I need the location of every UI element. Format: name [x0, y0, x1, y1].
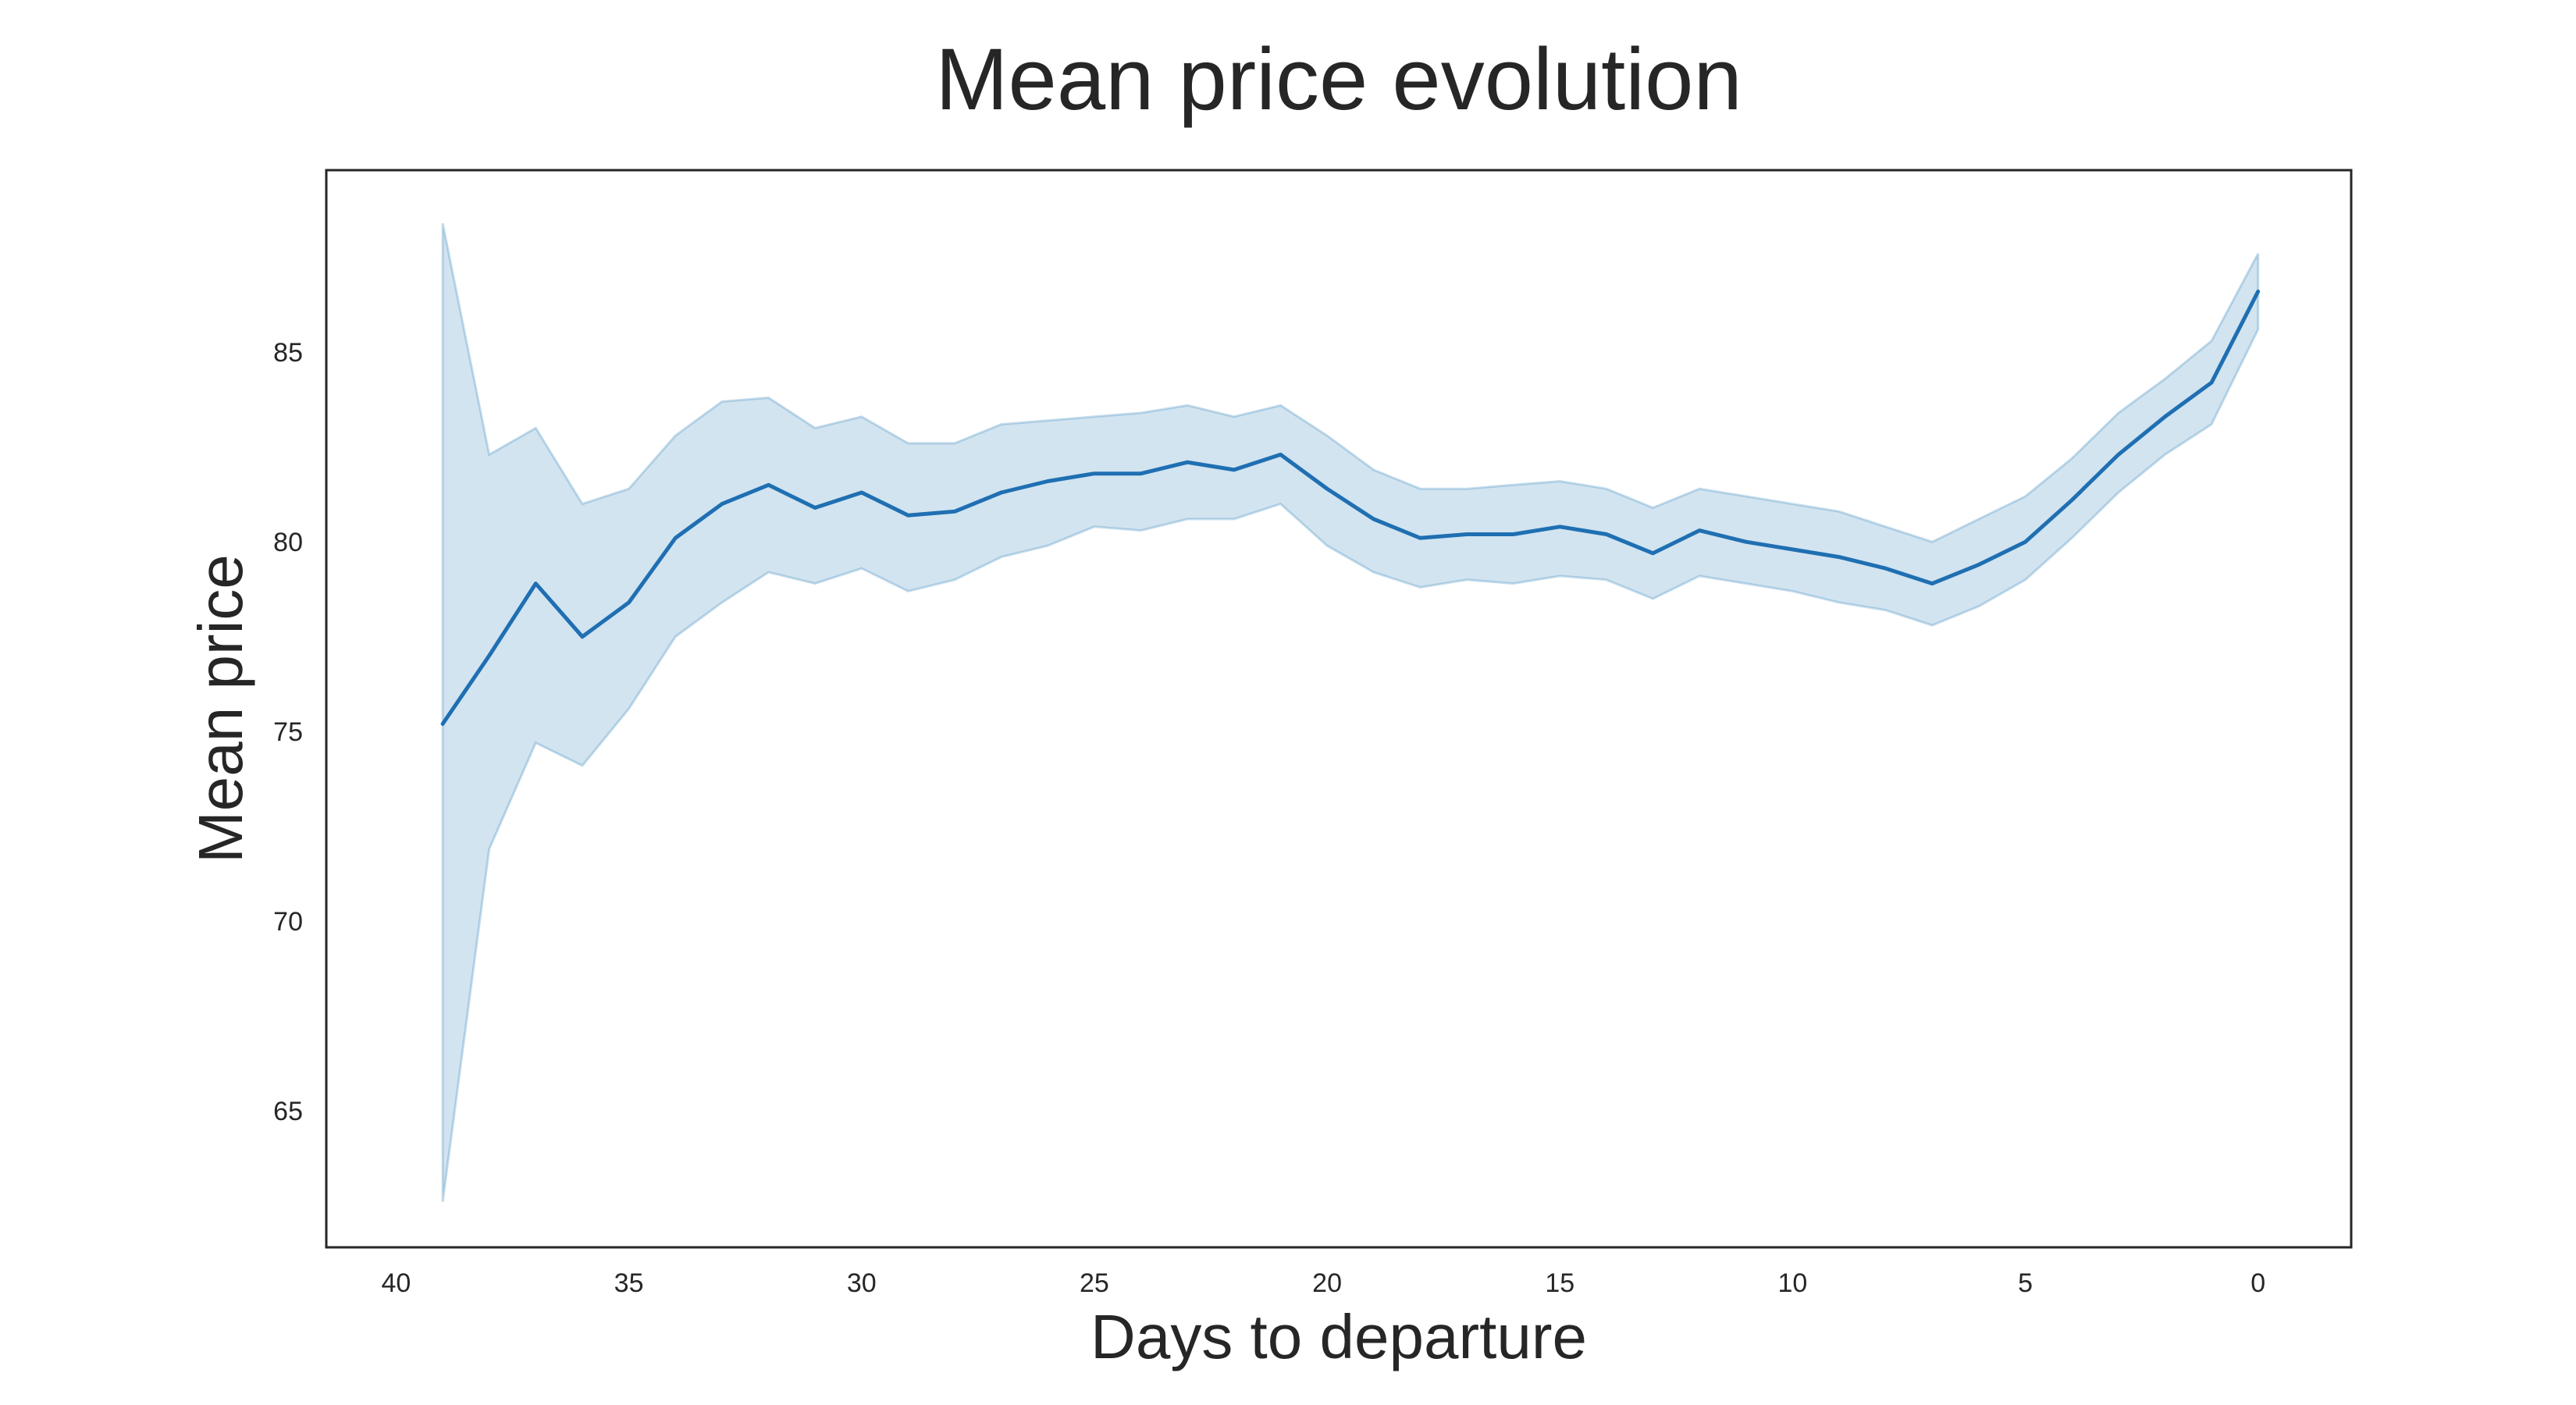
confidence-band [443, 223, 2258, 1202]
x-axis-label: Days to departure [1091, 1302, 1587, 1371]
y-tick-label: 65 [273, 1097, 303, 1126]
y-axis-label: Mean price [186, 554, 255, 863]
plot-area: 40 35 30 25 20 15 10 5 0 65 70 75 80 85 [273, 170, 2351, 1298]
x-tick-label: 25 [1080, 1268, 1109, 1298]
x-tick-label: 40 [381, 1268, 411, 1298]
x-tick-label: 10 [1777, 1268, 1807, 1298]
chart-title: Mean price evolution [935, 30, 1742, 128]
x-tick-label: 20 [1312, 1268, 1342, 1298]
x-tick-label: 30 [847, 1268, 877, 1298]
y-tick-label: 75 [273, 717, 303, 747]
x-tick-label: 15 [1545, 1268, 1574, 1298]
x-tick-label: 35 [614, 1268, 644, 1298]
y-tick-label: 70 [273, 907, 303, 937]
x-tick-label: 5 [2018, 1268, 2033, 1298]
y-tick-label: 85 [273, 338, 303, 368]
x-tick-label: 0 [2250, 1268, 2265, 1298]
y-tick-label: 80 [273, 528, 303, 557]
